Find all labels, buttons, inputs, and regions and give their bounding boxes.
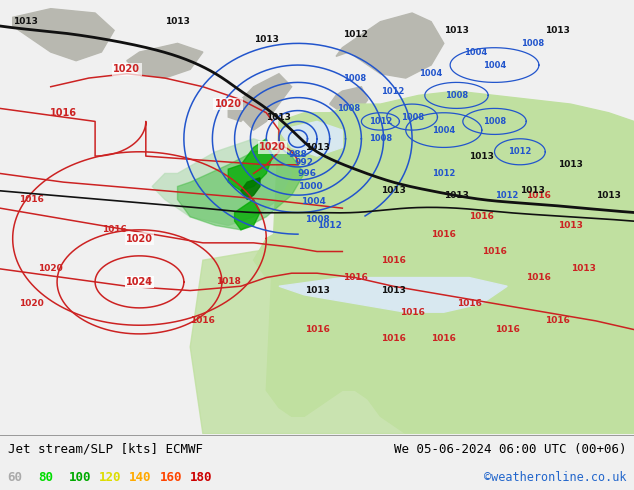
Text: 1013: 1013 bbox=[558, 160, 583, 169]
Text: 1013: 1013 bbox=[444, 26, 469, 35]
Text: 1013: 1013 bbox=[254, 34, 279, 44]
Text: 1016: 1016 bbox=[190, 317, 216, 325]
Text: 1008: 1008 bbox=[304, 215, 330, 223]
Text: 1013: 1013 bbox=[571, 265, 596, 273]
Polygon shape bbox=[254, 208, 342, 277]
Polygon shape bbox=[241, 178, 260, 199]
Text: 1013: 1013 bbox=[545, 26, 571, 35]
Text: 100: 100 bbox=[68, 471, 91, 484]
Text: 1013: 1013 bbox=[444, 191, 469, 199]
Polygon shape bbox=[235, 199, 260, 230]
Text: Jet stream/SLP [kts] ECMWF: Jet stream/SLP [kts] ECMWF bbox=[8, 443, 203, 456]
Polygon shape bbox=[279, 122, 342, 156]
Polygon shape bbox=[241, 74, 292, 130]
Text: 1016: 1016 bbox=[431, 334, 456, 343]
Text: 1024: 1024 bbox=[126, 277, 153, 287]
Text: 1016: 1016 bbox=[342, 273, 368, 282]
Text: 1013: 1013 bbox=[469, 151, 495, 161]
Text: 992: 992 bbox=[295, 158, 314, 167]
Text: 1008: 1008 bbox=[445, 91, 468, 100]
Text: 1020: 1020 bbox=[215, 99, 242, 109]
Text: 160: 160 bbox=[160, 471, 182, 484]
Text: 1016: 1016 bbox=[50, 108, 77, 118]
Text: 1013: 1013 bbox=[13, 17, 38, 26]
Text: 1020: 1020 bbox=[38, 265, 63, 273]
Polygon shape bbox=[228, 139, 273, 191]
Text: 1016: 1016 bbox=[304, 325, 330, 334]
Text: 1016: 1016 bbox=[495, 325, 520, 334]
Text: 1016: 1016 bbox=[380, 334, 406, 343]
Text: 1012: 1012 bbox=[382, 87, 404, 96]
Text: 140: 140 bbox=[129, 471, 152, 484]
Text: 1013: 1013 bbox=[165, 17, 190, 26]
Polygon shape bbox=[127, 44, 203, 78]
Text: 988: 988 bbox=[288, 149, 307, 159]
Text: 1008: 1008 bbox=[521, 39, 544, 48]
Polygon shape bbox=[279, 277, 507, 312]
Text: 1016: 1016 bbox=[431, 230, 456, 239]
Text: 1012: 1012 bbox=[369, 117, 392, 126]
Text: 80: 80 bbox=[38, 471, 53, 484]
Text: We 05-06-2024 06:00 UTC (00+06): We 05-06-2024 06:00 UTC (00+06) bbox=[394, 443, 626, 456]
Text: 1013: 1013 bbox=[304, 286, 330, 295]
Text: 1012: 1012 bbox=[432, 169, 455, 178]
Text: 1013: 1013 bbox=[266, 113, 292, 122]
Polygon shape bbox=[178, 147, 304, 230]
Text: 1016: 1016 bbox=[101, 225, 127, 234]
Text: 1000: 1000 bbox=[299, 182, 323, 191]
Text: 180: 180 bbox=[190, 471, 212, 484]
Text: 1016: 1016 bbox=[526, 191, 552, 199]
Text: 1013: 1013 bbox=[596, 191, 621, 199]
Text: 1013: 1013 bbox=[380, 186, 406, 196]
Text: 1008: 1008 bbox=[401, 113, 424, 122]
Text: 996: 996 bbox=[298, 169, 317, 178]
Text: 1004: 1004 bbox=[483, 61, 506, 70]
Text: 1004: 1004 bbox=[301, 197, 327, 206]
Text: 1013: 1013 bbox=[558, 221, 583, 230]
Text: 120: 120 bbox=[99, 471, 121, 484]
Text: 1016: 1016 bbox=[19, 195, 44, 204]
Text: 1008: 1008 bbox=[483, 117, 506, 126]
Text: 1004: 1004 bbox=[464, 48, 487, 56]
Polygon shape bbox=[228, 96, 254, 122]
Text: 1013: 1013 bbox=[304, 143, 330, 152]
Polygon shape bbox=[190, 243, 634, 434]
Text: 1020: 1020 bbox=[259, 143, 286, 152]
Text: 1016: 1016 bbox=[526, 273, 552, 282]
Polygon shape bbox=[13, 9, 114, 61]
Polygon shape bbox=[336, 13, 444, 78]
Polygon shape bbox=[152, 139, 292, 225]
Text: 1008: 1008 bbox=[337, 104, 360, 113]
Text: 1016: 1016 bbox=[399, 308, 425, 317]
Text: ©weatheronline.co.uk: ©weatheronline.co.uk bbox=[484, 471, 626, 484]
Text: 1012: 1012 bbox=[508, 147, 531, 156]
Text: 1016: 1016 bbox=[380, 256, 406, 265]
Text: 1013: 1013 bbox=[520, 186, 545, 196]
Text: 1012: 1012 bbox=[317, 221, 342, 230]
Polygon shape bbox=[266, 91, 634, 434]
Text: 1028: 1028 bbox=[126, 277, 153, 287]
Text: 1008: 1008 bbox=[369, 134, 392, 143]
Text: 1020: 1020 bbox=[19, 299, 44, 308]
Text: 1016: 1016 bbox=[469, 212, 495, 221]
Text: 1012: 1012 bbox=[496, 191, 519, 199]
Text: 1016: 1016 bbox=[456, 299, 482, 308]
Text: 1018: 1018 bbox=[216, 277, 241, 286]
Text: 1020: 1020 bbox=[113, 64, 140, 74]
Text: 1016: 1016 bbox=[545, 317, 571, 325]
Text: 1004: 1004 bbox=[420, 69, 443, 78]
Text: 1004: 1004 bbox=[432, 125, 455, 135]
Text: 1016: 1016 bbox=[482, 247, 507, 256]
Text: 1012: 1012 bbox=[342, 30, 368, 39]
Text: 1020: 1020 bbox=[126, 234, 153, 244]
Text: 60: 60 bbox=[8, 471, 23, 484]
Polygon shape bbox=[330, 87, 368, 113]
Text: 1013: 1013 bbox=[380, 286, 406, 295]
Text: 1008: 1008 bbox=[344, 74, 366, 82]
